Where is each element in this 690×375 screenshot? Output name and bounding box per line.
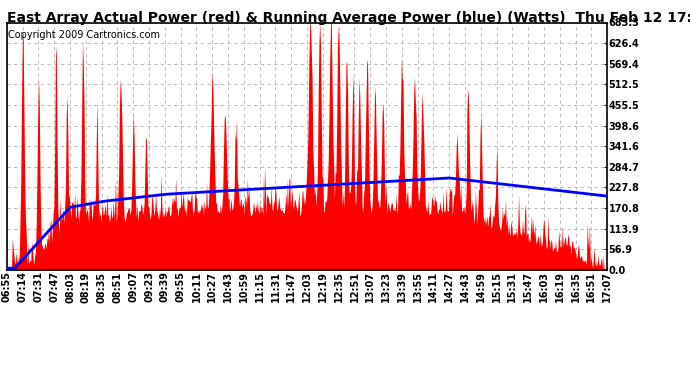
Text: East Array Actual Power (red) & Running Average Power (blue) (Watts)  Thu Feb 12: East Array Actual Power (red) & Running … <box>7 11 690 25</box>
Text: Copyright 2009 Cartronics.com: Copyright 2009 Cartronics.com <box>8 30 160 40</box>
